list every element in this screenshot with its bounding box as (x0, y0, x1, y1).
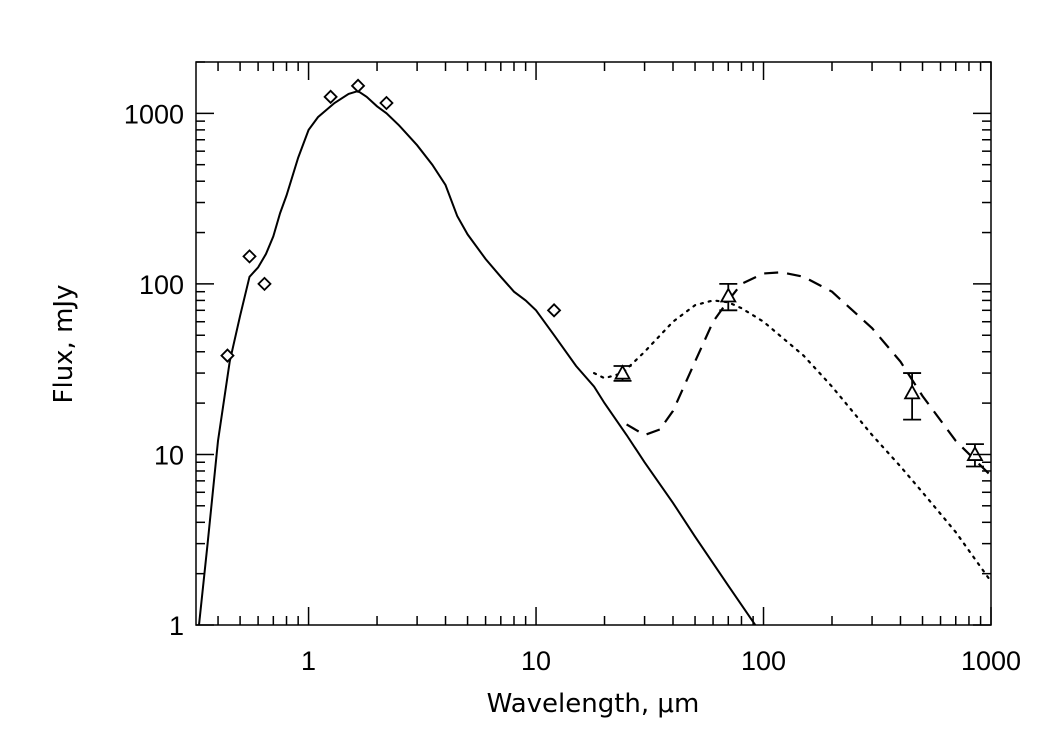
far-ir-triangle-marker (614, 364, 632, 380)
y-tick-label: 1 (169, 611, 184, 641)
y-tick-label: 10 (154, 440, 184, 470)
x-tick-label: 10 (521, 646, 551, 676)
x-axis-title: Wavelength, μm (487, 689, 700, 719)
photometry-diamond-marker (350, 78, 366, 94)
y-axis-title: Flux, mJy (49, 285, 79, 404)
x-tick-label: 1 (301, 646, 316, 676)
photometry-diamond-marker (242, 249, 257, 264)
far-ir-triangle-marker (903, 383, 921, 400)
x-tick-label: 1000 (961, 646, 1021, 676)
y-tick-label: 100 (139, 270, 184, 300)
series-layer (198, 90, 991, 625)
x-tick-label: 100 (741, 646, 786, 676)
marker-layer (220, 78, 984, 468)
tick-layer (196, 61, 992, 626)
plot-frame (195, 61, 992, 626)
far-ir-triangle-marker (719, 287, 737, 303)
photometry-diamond-marker (323, 89, 338, 105)
photometry-diamond-marker (546, 303, 562, 318)
series-line-solid (198, 90, 757, 625)
tick-label-layer: 1 10 100 1000 1 10 100 1000 (124, 99, 1021, 676)
photometry-diamond-marker (220, 348, 235, 363)
photometry-diamond-marker (379, 95, 394, 111)
photometry-diamond-marker (257, 276, 272, 292)
series-line-dotted (593, 299, 991, 583)
series-line-dashed (626, 271, 991, 477)
y-tick-label: 1000 (124, 99, 184, 129)
